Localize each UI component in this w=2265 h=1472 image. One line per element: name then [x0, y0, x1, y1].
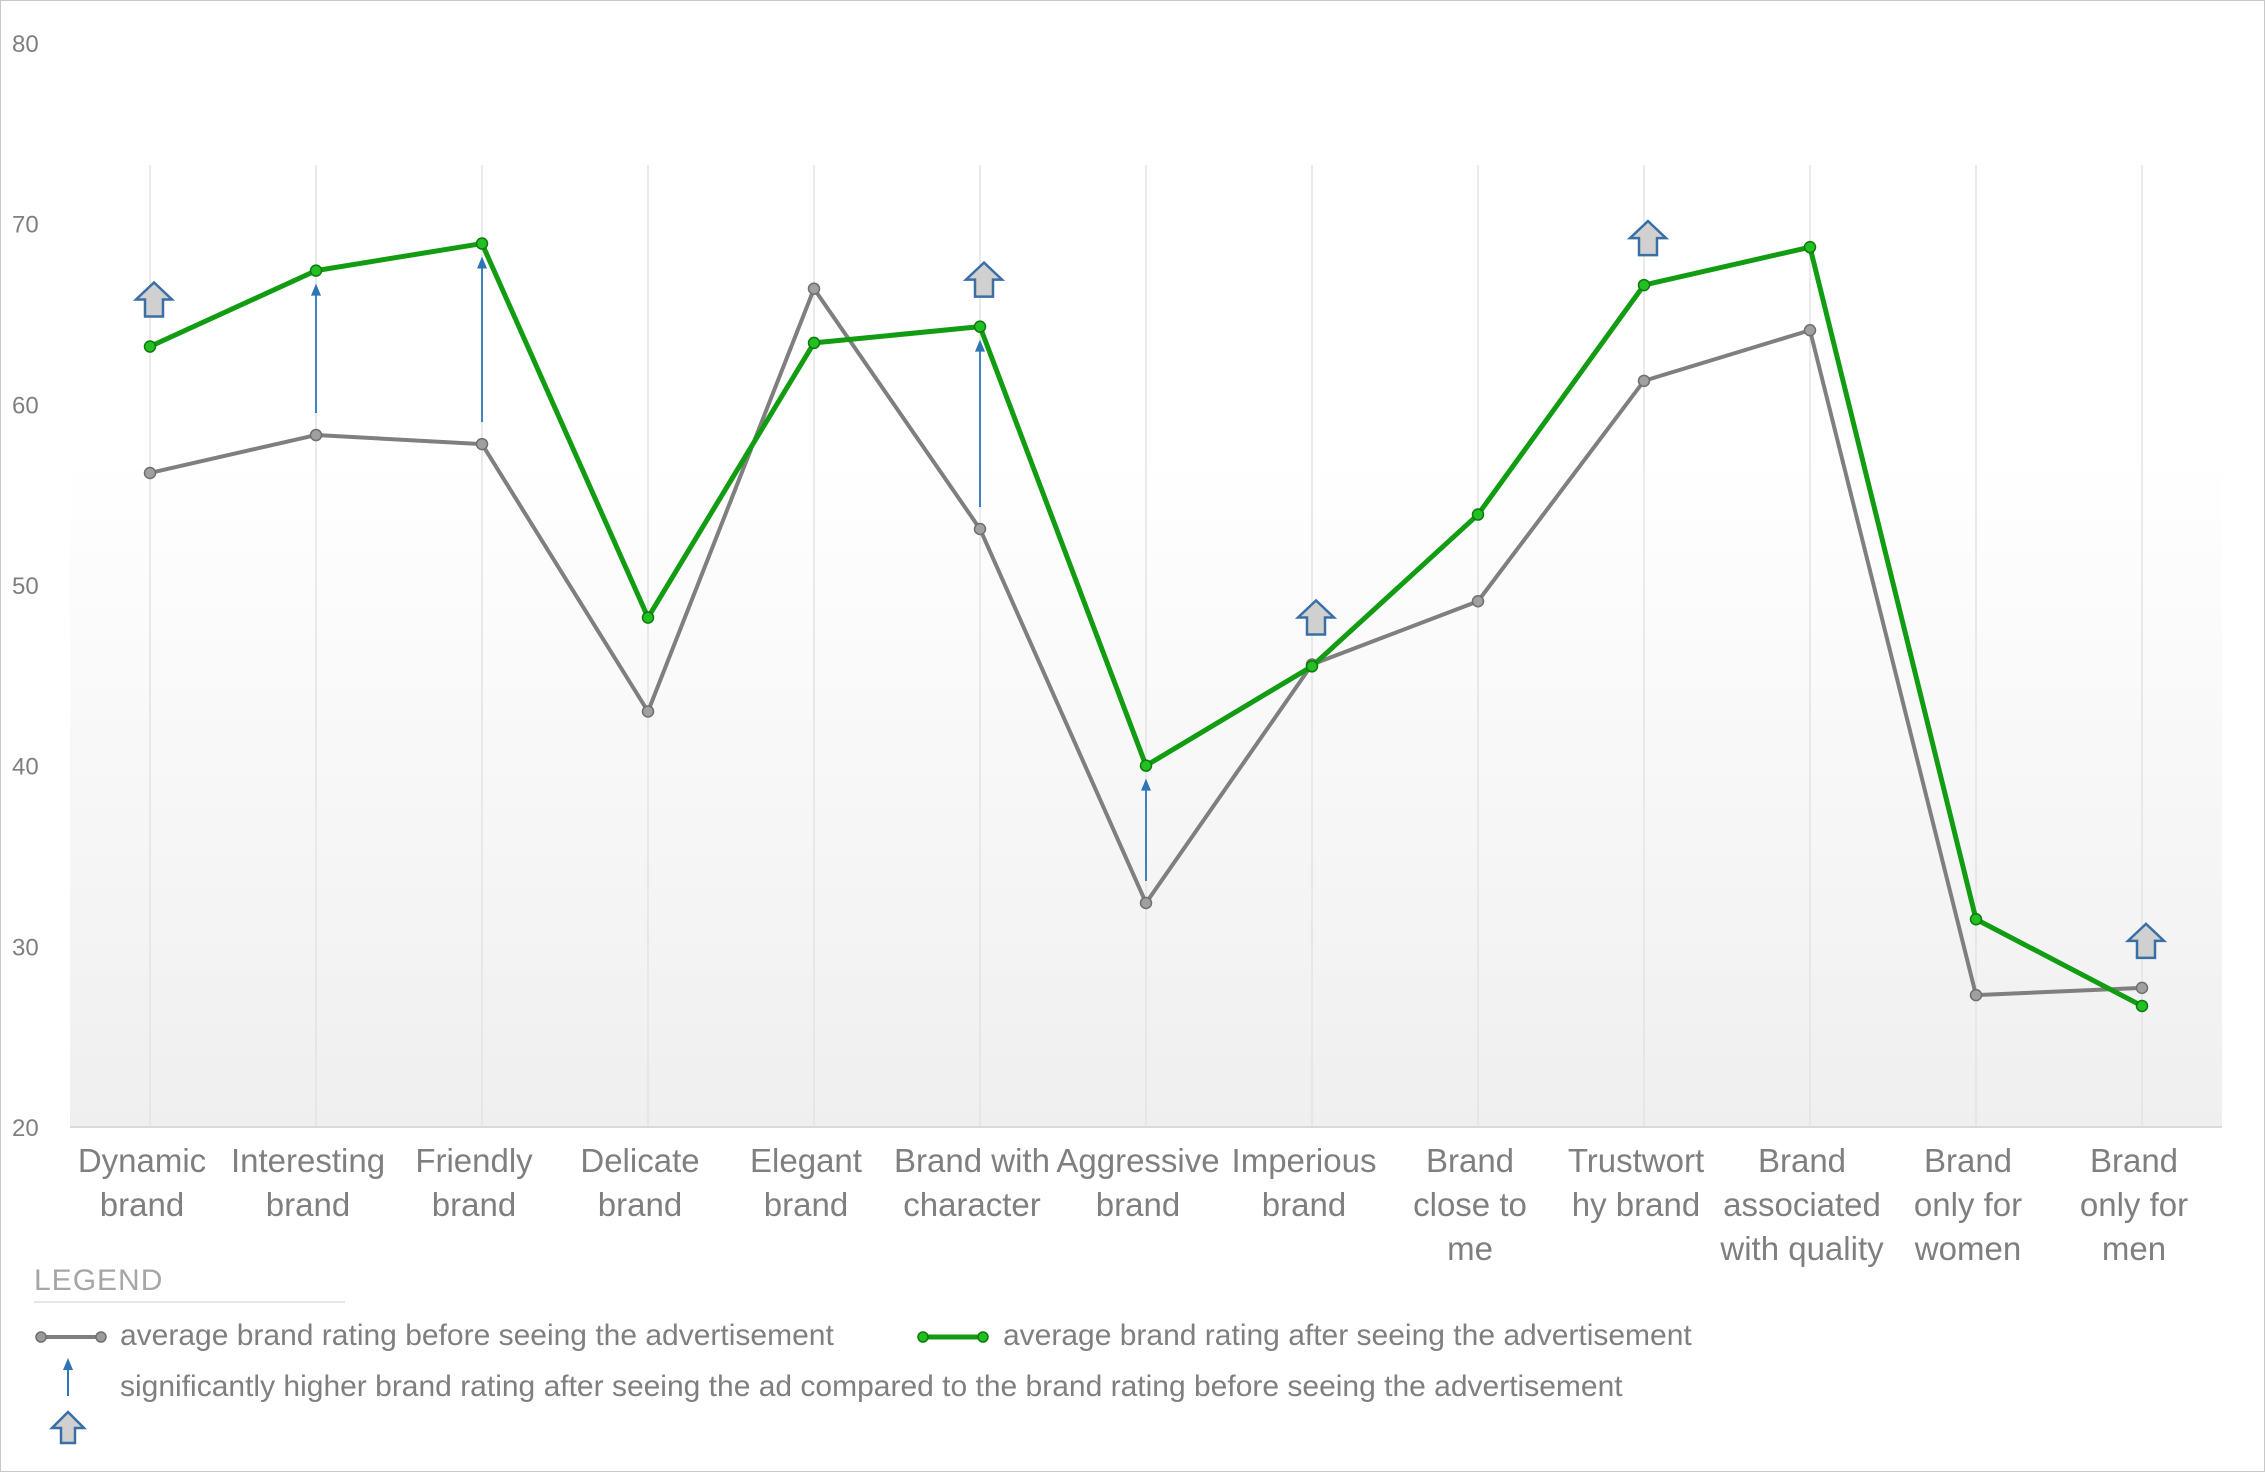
- y-tick-label: 30: [12, 934, 39, 961]
- after-data-point: [475, 237, 489, 250]
- legend-before-label: average brand rating before seeing the a…: [120, 1319, 834, 1352]
- significance-arrows: [132, 219, 2168, 960]
- before-data-point: [309, 428, 323, 442]
- after-data-point: [1803, 240, 1817, 254]
- x-tick-label: Interesting brand: [231, 1142, 385, 1223]
- x-tick-label: Delicate brand: [580, 1142, 699, 1223]
- before-data-point: [475, 437, 489, 451]
- x-axis: Dynamic brand Interesting brand Friendly bran…: [78, 1142, 2188, 1267]
- x-tick-label: Brand only for men: [2080, 1142, 2188, 1267]
- before-data-point: [1471, 595, 1485, 608]
- before-data-point: [2135, 981, 2149, 995]
- after-data-point: [1139, 759, 1153, 772]
- x-tick-label: Dynamic brand: [78, 1142, 206, 1223]
- y-tick-label: 50: [12, 573, 39, 600]
- block-arrow-icon: [132, 280, 176, 318]
- before-data-point: [1803, 324, 1817, 337]
- legend-after-marker: [917, 1331, 989, 1343]
- after-data-point: [2135, 999, 2149, 1013]
- significance-arrow-head: [477, 256, 487, 269]
- after-data-point: [973, 320, 987, 333]
- x-tick-label: Imperious brand: [1232, 1142, 1377, 1223]
- after-data-point: [309, 264, 323, 277]
- x-tick-label: Elegant brand: [750, 1142, 862, 1223]
- significance-arrow-head: [311, 283, 321, 296]
- x-tick-label: Brand close to me: [1413, 1142, 1527, 1267]
- significance-arrow-head: [1141, 778, 1151, 791]
- after-data-point: [641, 611, 655, 624]
- y-tick-label: 60: [12, 392, 39, 419]
- legend-thin-arrow-icon: [63, 1358, 73, 1396]
- legend-significance-label: significantly higher brand rating after …: [120, 1370, 1623, 1403]
- x-tick-label: Aggressive brand: [1056, 1142, 1219, 1223]
- y-tick-label: 80: [12, 31, 39, 58]
- after-data-point: [807, 336, 821, 350]
- block-arrow-icon: [1294, 598, 1338, 636]
- before-data-point: [1637, 374, 1651, 388]
- before-data-point: [143, 466, 157, 480]
- after-data-point: [143, 340, 157, 353]
- y-tick-label: 70: [12, 212, 39, 239]
- gridlines: [70, 165, 2222, 1128]
- significance-arrow-head: [975, 339, 985, 352]
- x-tick-label: Trustwort hy brand: [1568, 1142, 1704, 1223]
- after-data-point: [1471, 508, 1485, 521]
- x-tick-label: Brand only for women: [1914, 1142, 2022, 1267]
- y-tick-label: 20: [12, 1115, 39, 1142]
- after-data-point: [1969, 912, 1983, 926]
- before-data-point: [1139, 896, 1153, 910]
- legend-after-label: average brand rating after seeing the ad…: [1003, 1319, 1692, 1352]
- legend-block-arrow-icon: [48, 1410, 88, 1445]
- series-lines: [143, 237, 2149, 1013]
- x-tick-label: Brand associated with quality: [1719, 1142, 1884, 1267]
- x-tick-label: Friendly brand: [415, 1142, 533, 1223]
- legend-before-marker: [35, 1331, 107, 1343]
- before-data-point: [1969, 988, 1983, 1002]
- x-tick-label: Brand with character: [894, 1142, 1050, 1223]
- block-arrow-icon: [2124, 922, 2168, 960]
- legend-title: LEGEND: [34, 1264, 163, 1297]
- y-tick-label: 40: [12, 754, 39, 781]
- block-arrow-icon: [962, 260, 1006, 298]
- y-axis: 20 30 40 50 60 70 80: [12, 31, 39, 1142]
- before-data-point: [973, 522, 987, 536]
- after-data-point: [1637, 278, 1651, 292]
- legend: LEGEND average brand rating before seein…: [34, 1264, 1692, 1445]
- block-arrow-icon: [1626, 219, 1670, 257]
- before-data-point: [807, 282, 821, 295]
- before-data-point: [641, 705, 655, 718]
- after-data-point: [1305, 660, 1319, 673]
